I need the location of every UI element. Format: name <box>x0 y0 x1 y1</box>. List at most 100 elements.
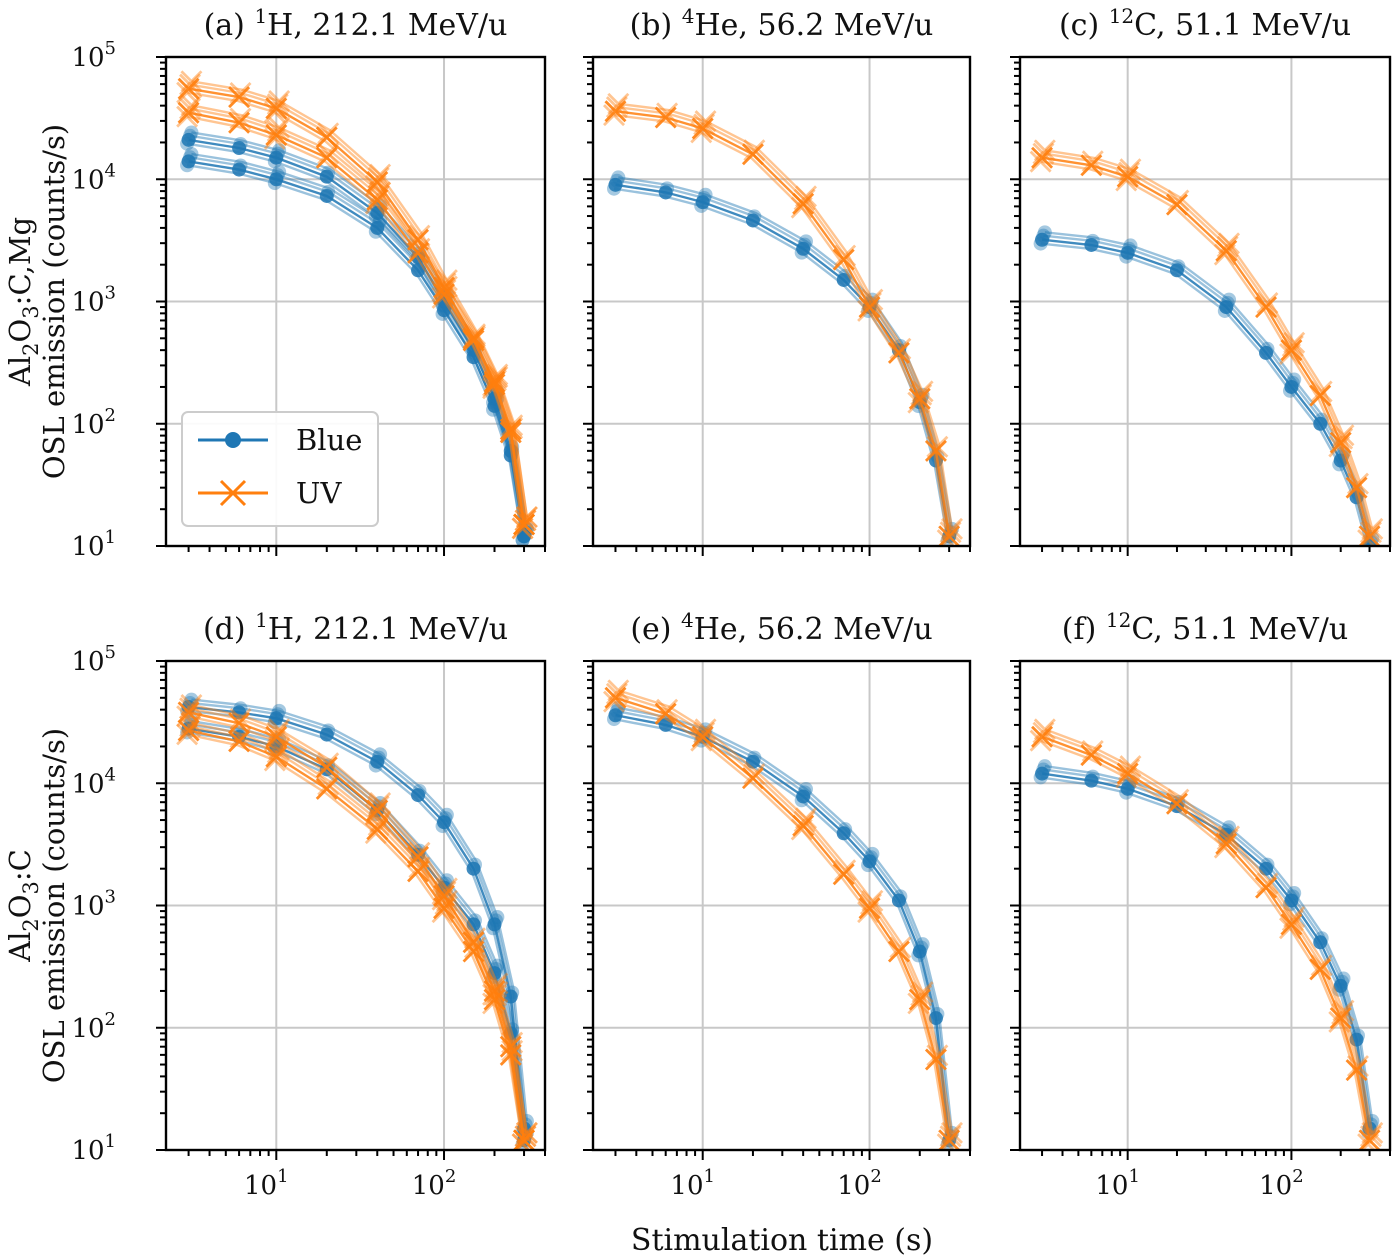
data-point-uv <box>832 248 855 271</box>
data-point-uv <box>511 1133 534 1150</box>
series-line-uv <box>1041 156 1371 537</box>
data-point-blue <box>267 715 282 730</box>
data-point-uv <box>911 380 934 403</box>
data-point-blue <box>232 705 247 720</box>
y-tick-label: 101 <box>71 1131 116 1166</box>
legend-blue-marker <box>225 432 241 448</box>
isotope-mass-number: 1 <box>254 4 267 28</box>
data-point-blue <box>1037 225 1052 240</box>
data-point-blue <box>745 754 760 769</box>
data-point-uv <box>177 101 200 124</box>
y-tick-label: 104 <box>71 764 116 799</box>
data-point-uv <box>266 721 289 744</box>
isotope-symbol: He <box>694 8 738 43</box>
x-tick-label: 101 <box>244 1166 289 1201</box>
series-line-uv <box>189 83 527 521</box>
y-tick-base: 10 <box>71 1136 104 1166</box>
data-point-blue <box>861 858 876 873</box>
y-tick-base: 10 <box>71 43 104 73</box>
data-point-uv <box>793 188 816 211</box>
data-point-uv <box>180 712 203 735</box>
data-point-blue <box>799 782 814 797</box>
panel-title-prefix: (d) <box>203 612 255 647</box>
x-tick-exponent: 2 <box>445 1166 456 1187</box>
data-point-uv <box>229 107 252 130</box>
data-point-uv <box>1345 1059 1368 1082</box>
data-point-uv <box>228 111 251 134</box>
data-point-uv <box>433 276 456 299</box>
data-point-uv <box>179 97 202 120</box>
data-point-blue <box>180 158 195 173</box>
series-line-uv <box>1040 160 1370 541</box>
data-point-blue <box>1260 857 1275 872</box>
x-tick-label: 102 <box>412 1166 457 1201</box>
series-line-uv <box>1044 149 1374 530</box>
data-point-blue <box>1313 935 1328 950</box>
data-point-uv <box>1256 872 1279 895</box>
data-point-uv <box>1256 292 1279 314</box>
data-point-uv <box>179 697 202 720</box>
data-point-blue <box>1314 931 1329 946</box>
data-point-blue <box>1282 897 1297 912</box>
data-point-uv <box>656 102 679 125</box>
data-point-blue <box>1035 766 1050 781</box>
x-tick-exponent: 2 <box>870 1166 881 1187</box>
data-point-blue <box>1222 292 1237 307</box>
data-point-uv <box>887 940 910 963</box>
data-point-uv <box>690 121 713 144</box>
data-point-blue <box>321 723 336 738</box>
data-point-uv <box>1281 909 1304 932</box>
data-point-blue <box>373 213 388 228</box>
data-point-blue <box>1084 773 1099 788</box>
data-point-uv <box>1309 384 1332 407</box>
data-point-blue <box>272 143 287 158</box>
plot-area <box>1029 718 1384 1150</box>
data-point-uv <box>366 188 389 211</box>
data-point-uv <box>1332 424 1355 447</box>
data-point-uv <box>484 984 507 1007</box>
data-point-uv <box>1165 792 1188 815</box>
data-point-uv <box>1032 142 1055 165</box>
data-point-uv <box>369 791 392 814</box>
data-point-uv <box>499 421 522 444</box>
data-point-blue <box>1284 379 1299 394</box>
data-point-blue <box>487 917 502 932</box>
data-point-uv <box>514 1125 537 1148</box>
data-point-uv <box>603 690 625 713</box>
data-point-uv <box>926 1044 949 1067</box>
y-tick-base: 10 <box>71 165 104 195</box>
data-point-blue <box>1219 827 1234 842</box>
data-point-blue <box>698 187 713 202</box>
data-point-blue <box>272 703 287 718</box>
data-point-uv <box>263 127 286 150</box>
data-point-blue <box>1332 457 1347 472</box>
data-point-uv <box>1215 832 1238 855</box>
data-point-uv <box>315 756 338 779</box>
data-point-uv <box>462 940 485 963</box>
series-line-blue <box>191 698 529 1122</box>
data-point-uv <box>1218 825 1241 848</box>
data-point-uv <box>1119 158 1142 181</box>
data-point-uv <box>407 241 430 264</box>
data-point-blue <box>797 237 812 252</box>
data-point-blue <box>1365 1114 1380 1129</box>
data-point-uv <box>484 369 507 392</box>
plot-area <box>176 692 538 1150</box>
data-point-uv <box>907 992 930 1015</box>
data-point-uv <box>486 981 509 1004</box>
panel-f: 101 102(f) 12C, 51.1 MeV/u <box>1010 608 1392 1201</box>
panel-title-suffix: , 56.2 MeV/u <box>738 8 933 43</box>
data-point-uv <box>1361 1121 1384 1144</box>
series-line-uv <box>615 110 951 537</box>
data-point-uv <box>1032 721 1055 744</box>
data-point-blue <box>836 272 851 287</box>
panel-title: (f) 12C, 51.1 MeV/u <box>1062 608 1348 647</box>
data-point-uv <box>515 506 538 529</box>
data-point-uv <box>179 73 202 96</box>
data-point-uv <box>265 97 288 120</box>
y-tick-base: 10 <box>71 769 104 799</box>
series-line-uv <box>191 104 529 518</box>
data-point-uv <box>1328 1010 1351 1033</box>
data-point-uv <box>515 1121 538 1144</box>
data-point-blue <box>411 788 426 803</box>
